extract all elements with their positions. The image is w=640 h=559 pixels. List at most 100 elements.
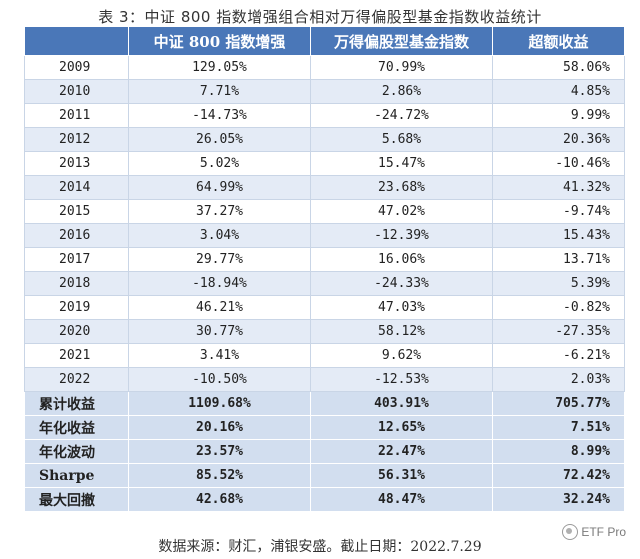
table-row: 2011 -14.73% -24.72% 9.99% — [24, 103, 625, 128]
excess-cell: 705.77% — [492, 391, 625, 416]
fund-index-cell: 15.47% — [310, 151, 493, 176]
summary-row: 年化波动 23.57% 22.47% 8.99% — [24, 439, 625, 464]
summary-row: 累计收益 1109.68% 403.91% 705.77% — [24, 391, 625, 416]
csi800-cell: 20.16% — [128, 415, 311, 440]
summary-label: Sharpe — [24, 463, 129, 488]
year-cell: 2020 — [24, 319, 129, 344]
summary-row: Sharpe 85.52% 56.31% 72.42% — [24, 463, 625, 488]
fund-index-cell: 9.62% — [310, 343, 493, 368]
csi800-cell: 3.41% — [128, 343, 311, 368]
year-cell: 2011 — [24, 103, 129, 128]
year-cell: 2010 — [24, 79, 129, 104]
year-cell: 2018 — [24, 271, 129, 296]
fund-index-cell: 58.12% — [310, 319, 493, 344]
csi800-cell: 29.77% — [128, 247, 311, 272]
excess-cell: -10.46% — [492, 151, 625, 176]
table-row: 2009 129.05% 70.99% 58.06% — [24, 55, 625, 80]
fund-index-cell: 16.06% — [310, 247, 493, 272]
year-cell: 2015 — [24, 199, 129, 224]
excess-cell: 20.36% — [492, 127, 625, 152]
fund-index-cell: 70.99% — [310, 55, 493, 80]
table-row: 2020 30.77% 58.12% -27.35% — [24, 319, 625, 344]
csi800-cell: 85.52% — [128, 463, 311, 488]
watermark-text: ETF Pro — [581, 525, 626, 539]
year-cell: 2019 — [24, 295, 129, 320]
excess-cell: 4.85% — [492, 79, 625, 104]
excess-cell: 58.06% — [492, 55, 625, 80]
fund-index-cell: 5.68% — [310, 127, 493, 152]
table-row: 2018 -18.94% -24.33% 5.39% — [24, 271, 625, 296]
table-row: 2016 3.04% -12.39% 15.43% — [24, 223, 625, 248]
csi800-cell: 64.99% — [128, 175, 311, 200]
year-cell: 2016 — [24, 223, 129, 248]
year-cell: 2021 — [24, 343, 129, 368]
header-blank — [24, 26, 129, 56]
table-title: 表 3：中证 800 指数增强组合相对万得偏股型基金指数收益统计 — [98, 8, 542, 26]
fund-index-cell: -24.33% — [310, 271, 493, 296]
year-cell: 2022 — [24, 367, 129, 392]
excess-cell: 7.51% — [492, 415, 625, 440]
table-row: 2021 3.41% 9.62% -6.21% — [24, 343, 625, 368]
csi800-cell: 1109.68% — [128, 391, 311, 416]
fund-index-cell: 12.65% — [310, 415, 493, 440]
fund-index-cell: 2.86% — [310, 79, 493, 104]
csi800-cell: 3.04% — [128, 223, 311, 248]
table-row: 2017 29.77% 16.06% 13.71% — [24, 247, 625, 272]
fund-index-cell: 403.91% — [310, 391, 493, 416]
year-cell: 2014 — [24, 175, 129, 200]
csi800-cell: 7.71% — [128, 79, 311, 104]
year-cell: 2013 — [24, 151, 129, 176]
fund-index-cell: 23.68% — [310, 175, 493, 200]
csi800-cell: -14.73% — [128, 103, 311, 128]
header-csi800-enhanced: 中证 800 指数增强 — [128, 26, 311, 56]
summary-label: 最大回撤 — [24, 487, 129, 512]
header-excess-return: 超额收益 — [492, 26, 625, 56]
excess-cell: -9.74% — [492, 199, 625, 224]
logo-icon — [562, 524, 579, 540]
table-row: 2019 46.21% 47.03% -0.82% — [24, 295, 625, 320]
excess-cell: 41.32% — [492, 175, 625, 200]
fund-index-cell: 56.31% — [310, 463, 493, 488]
fund-index-cell: 22.47% — [310, 439, 493, 464]
summary-label: 累计收益 — [24, 391, 129, 416]
excess-cell: -27.35% — [492, 319, 625, 344]
header-wind-equity-fund-index: 万得偏股型基金指数 — [310, 26, 493, 56]
excess-cell: 8.99% — [492, 439, 625, 464]
fund-index-cell: 47.03% — [310, 295, 493, 320]
fund-index-cell: 47.02% — [310, 199, 493, 224]
fund-index-cell: 48.47% — [310, 487, 493, 512]
returns-table: 中证 800 指数增强 万得偏股型基金指数 超额收益 2009 129.05% 70… — [24, 26, 625, 512]
excess-cell: 9.99% — [492, 103, 625, 128]
source-note: 数据来源：财汇，浦银安盛。截止日期：2022.7.29 — [158, 539, 482, 555]
year-cell: 2012 — [24, 127, 129, 152]
excess-cell: 72.42% — [492, 463, 625, 488]
csi800-cell: 26.05% — [128, 127, 311, 152]
fund-index-cell: -24.72% — [310, 103, 493, 128]
table-row: 2013 5.02% 15.47% -10.46% — [24, 151, 625, 176]
excess-cell: 13.71% — [492, 247, 625, 272]
table-row: 2012 26.05% 5.68% 20.36% — [24, 127, 625, 152]
summary-row: 年化收益 20.16% 12.65% 7.51% — [24, 415, 625, 440]
excess-cell: 5.39% — [492, 271, 625, 296]
csi800-cell: 37.27% — [128, 199, 311, 224]
excess-cell: -0.82% — [492, 295, 625, 320]
excess-cell: 15.43% — [492, 223, 625, 248]
watermark-logo: ETF Pro — [562, 524, 626, 540]
year-cell: 2009 — [24, 55, 129, 80]
table-row: 2022 -10.50% -12.53% 2.03% — [24, 367, 625, 392]
table-row: 2014 64.99% 23.68% 41.32% — [24, 175, 625, 200]
csi800-cell: 129.05% — [128, 55, 311, 80]
summary-label: 年化波动 — [24, 439, 129, 464]
table-row: 2010 7.71% 2.86% 4.85% — [24, 79, 625, 104]
summary-row: 最大回撤 42.68% 48.47% 32.24% — [24, 487, 625, 512]
csi800-cell: -18.94% — [128, 271, 311, 296]
year-cell: 2017 — [24, 247, 129, 272]
csi800-cell: 30.77% — [128, 319, 311, 344]
fund-index-cell: -12.53% — [310, 367, 493, 392]
csi800-cell: 42.68% — [128, 487, 311, 512]
excess-cell: 2.03% — [492, 367, 625, 392]
csi800-cell: 23.57% — [128, 439, 311, 464]
csi800-cell: -10.50% — [128, 367, 311, 392]
table-body: 2009 129.05% 70.99% 58.06% 2010 7.71% 2.86% 4.8… — [24, 55, 625, 512]
csi800-cell: 46.21% — [128, 295, 311, 320]
